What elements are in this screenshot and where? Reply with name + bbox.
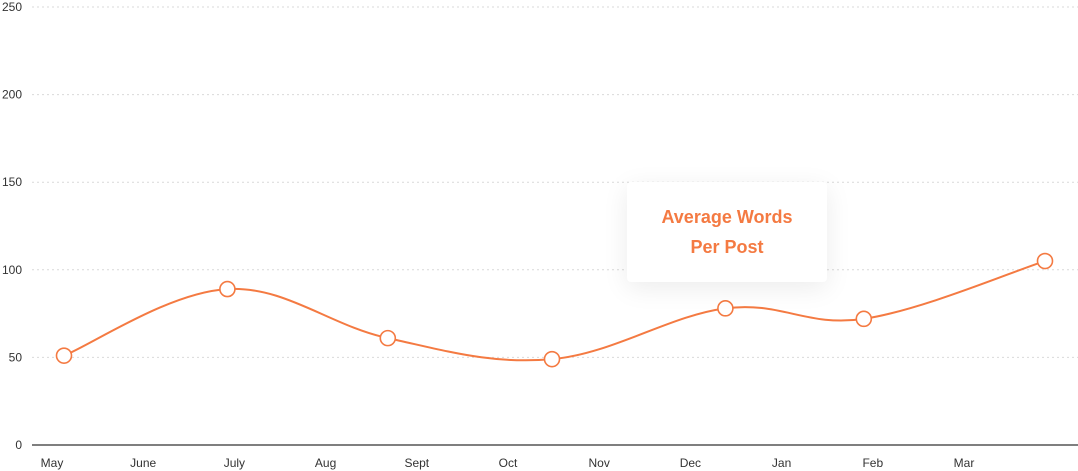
tooltip-line-1: Average Words <box>661 207 793 227</box>
series-point-july <box>219 280 236 298</box>
series-point-mar <box>1036 252 1054 270</box>
series-point-oct <box>543 350 561 368</box>
tooltip-line-2: Per Post <box>690 237 764 257</box>
series-layer <box>55 252 1054 368</box>
y-tick-label-250: 250 <box>2 0 22 14</box>
series-point-may <box>55 347 73 364</box>
x-tick-label-nov: Nov <box>589 456 610 470</box>
series-tooltip: Average Words Per Post <box>627 182 827 282</box>
x-tick-label-sept: Sept <box>404 456 429 470</box>
x-tick-label-july: July <box>224 456 245 470</box>
y-tick-label-50: 50 <box>9 350 23 364</box>
x-tick-label-oct: Oct <box>499 456 518 470</box>
series-line-0 <box>63 260 1046 362</box>
x-axis-tick-labels: May June July Aug Sept Oct Nov Dec Jan Feb Mar <box>41 456 975 470</box>
grid-lines <box>32 6 1078 358</box>
x-tick-label-feb: Feb <box>862 456 883 470</box>
x-tick-label-may: May <box>41 456 64 470</box>
x-tick-label-aug: Aug <box>315 456 336 470</box>
series-point-feb <box>855 310 873 328</box>
x-tick-label-june: June <box>130 456 156 470</box>
y-tick-label-200: 200 <box>2 88 22 102</box>
x-tick-label-dec: Dec <box>680 456 701 470</box>
y-tick-label-100: 100 <box>2 263 22 277</box>
series-point-dec <box>717 300 734 317</box>
x-tick-label-mar: Mar <box>954 456 975 470</box>
y-axis-tick-labels: 0 50 100 150 200 250 <box>2 0 22 452</box>
y-tick-label-150: 150 <box>2 175 22 189</box>
x-tick-label-jan: Jan <box>772 456 791 470</box>
tooltip-text: Average Words Per Post <box>661 202 792 262</box>
y-tick-label-0: 0 <box>15 438 22 452</box>
series-point-sept <box>379 329 397 347</box>
